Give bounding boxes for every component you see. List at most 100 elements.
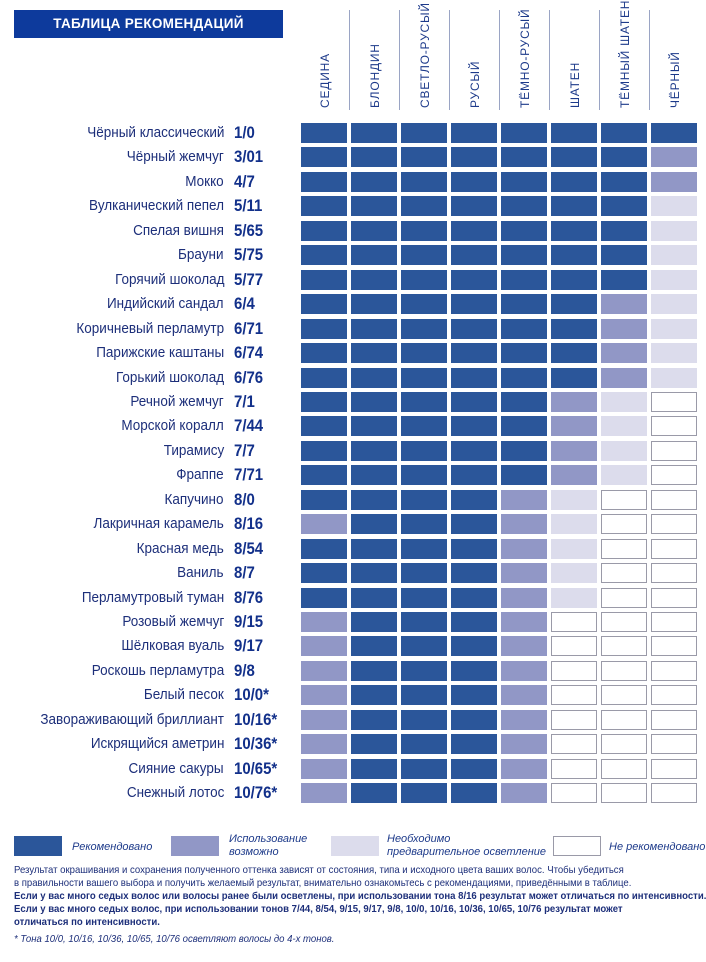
cell-possible [501,636,547,657]
cell-recommended [401,220,447,241]
cell-recommended [451,734,497,755]
cell-recommended [451,440,497,461]
cell-possible [301,636,347,657]
cell-possible [551,391,597,412]
cell-recommended [501,171,547,192]
cell-not-recommended [601,660,647,681]
cell-recommended [451,245,497,266]
table-row: Индийский сандал 6/4 [0,294,706,315]
cell-recommended [301,269,347,290]
shade-code: 1/0 [234,123,255,142]
table-row: Парижские каштаны 6/74 [0,343,706,364]
legend-label: Не рекомендовано [609,841,706,853]
cell-possible [651,147,697,168]
cell-recommended [351,783,397,804]
legend-swatch-recommended [14,836,62,856]
cell-recommended [501,269,547,290]
cell-pre-lightening [651,269,697,290]
cell-pre-lightening [651,220,697,241]
cell-recommended [501,220,547,241]
shade-name: Лакричная карамель [93,515,224,533]
table-row: Речной жемчуг 7/1 [0,391,706,412]
cell-possible [301,734,347,755]
cell-recommended [401,587,447,608]
table-row: Сияние сакуры 10/65* [0,758,706,779]
cell-recommended [451,660,497,681]
cell-possible [601,343,647,364]
table-row: Чёрный классический 1/0 [0,123,706,143]
cell-not-recommended [601,489,647,510]
cell-recommended [551,147,597,168]
shade-code: 9/8 [234,660,255,680]
legend-label: Рекомендовано [72,841,153,853]
cell-recommended [401,660,447,681]
cell-recommended [501,196,547,217]
cell-possible [501,758,547,779]
cell-recommended [351,123,397,143]
cell-recommended [301,563,347,584]
table-row: Завораживающий бриллиант 10/16* [0,709,706,730]
cell-not-recommended [601,709,647,730]
column-header-label: ТЁМНЫЙ ШАТЕН [618,0,632,108]
cell-recommended [551,220,597,241]
cell-recommended [401,416,447,437]
column-header-label: ШАТЕН [568,61,582,108]
table-row: Морской коралл 7/44 [0,416,706,437]
cell-recommended [601,147,647,168]
cell-recommended [351,465,397,486]
table-row: Вулканический пепел 5/11 [0,196,706,217]
cell-not-recommended [601,538,647,559]
shade-code: 4/7 [234,171,255,191]
cell-not-recommended [551,709,597,730]
table-row: Лакричная карамель 8/16 [0,514,706,535]
cell-recommended [301,123,347,143]
cell-recommended [451,294,497,315]
cell-recommended [551,343,597,364]
cell-recommended [301,391,347,412]
cell-pre-lightening [601,440,647,461]
cell-recommended [401,147,447,168]
cell-recommended [401,343,447,364]
cell-possible [301,514,347,535]
table-row: Мокко 4/7 [0,171,706,192]
cell-recommended [401,709,447,730]
column-header-label: ЧЁРНЫЙ [668,51,682,108]
cell-recommended [401,440,447,461]
cell-recommended [451,147,497,168]
shade-name: Брауни [178,246,224,264]
cell-recommended [551,171,597,192]
column-header-label: РУСЫЙ [468,60,482,108]
cell-recommended [451,171,497,192]
note-text-bold: Если у вас много седых волос, при исполь… [14,904,623,915]
cell-recommended [351,636,397,657]
shade-name: Спелая вишня [133,221,224,239]
cell-not-recommended [651,489,697,510]
footnote: * Тона 10/0, 10/16, 10/36, 10/65, 10/76 … [14,934,335,945]
note-text-bold: Если у вас много седых волос или волосы … [14,891,706,902]
cell-recommended [351,660,397,681]
cell-recommended [301,220,347,241]
note-text: Результат окрашивания и сохранения получ… [14,865,624,876]
column-header-label: ТЁМНО-РУСЫЙ [518,8,532,108]
cell-possible [601,367,647,388]
cell-possible [501,783,547,804]
cell-not-recommended [551,783,597,804]
shade-name: Парижские каштаны [96,344,224,362]
cell-not-recommended [651,563,697,584]
cell-possible [501,612,547,632]
cell-possible [551,440,597,461]
cell-recommended [401,294,447,315]
cell-recommended [401,685,447,706]
cell-recommended [401,318,447,339]
cell-possible [501,709,547,730]
cell-pre-lightening [651,294,697,315]
cell-possible [551,465,597,486]
cell-recommended [451,538,497,559]
cell-not-recommended [651,709,697,730]
cell-recommended [551,367,597,388]
cell-possible [601,294,647,315]
shade-code: 6/76 [234,367,264,387]
cell-recommended [351,612,397,632]
cell-not-recommended [601,612,647,632]
shade-code: 6/4 [234,294,255,314]
